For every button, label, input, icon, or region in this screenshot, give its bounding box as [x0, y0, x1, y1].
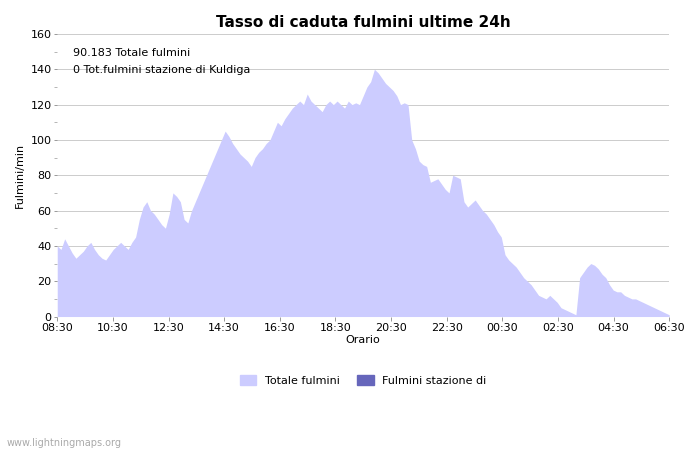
Text: www.lightningmaps.org: www.lightningmaps.org — [7, 438, 122, 448]
Text: 90.183 Totale fulmini: 90.183 Totale fulmini — [73, 48, 190, 58]
Y-axis label: Fulmini/min: Fulmini/min — [15, 143, 25, 208]
Title: Tasso di caduta fulmini ultime 24h: Tasso di caduta fulmini ultime 24h — [216, 15, 510, 30]
Text: 0 Tot.fulmini stazione di Kuldiga: 0 Tot.fulmini stazione di Kuldiga — [73, 65, 250, 75]
Legend: Totale fulmini, Fulmini stazione di: Totale fulmini, Fulmini stazione di — [235, 370, 491, 390]
X-axis label: Orario: Orario — [346, 335, 381, 345]
